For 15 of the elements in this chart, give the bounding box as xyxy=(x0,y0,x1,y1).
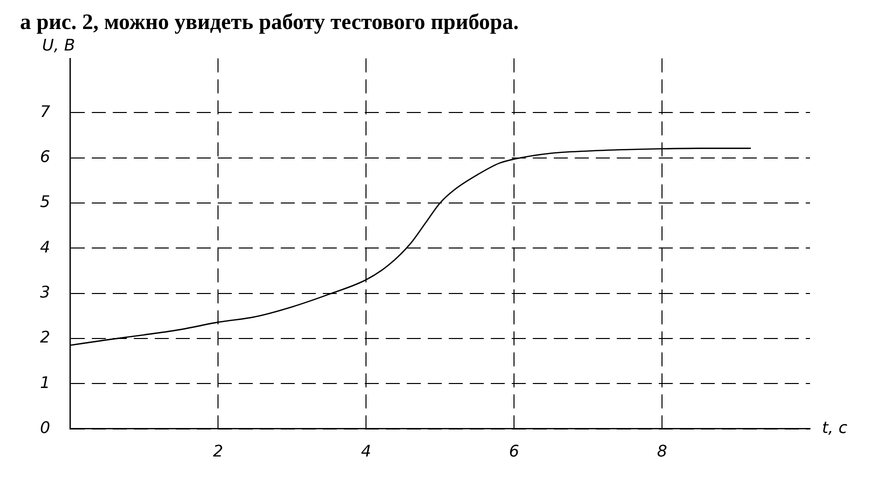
y-tick-label: 7 xyxy=(40,102,51,121)
y-tick-label: 5 xyxy=(40,192,50,212)
y-tick-label: 6 xyxy=(40,146,50,166)
x-axis-title: t, c xyxy=(822,418,848,437)
x-tick-label: 4 xyxy=(361,442,372,461)
y-tick-label: 2 xyxy=(40,328,50,347)
y-tick-label: 4 xyxy=(40,237,50,256)
x-tick-label: 6 xyxy=(508,442,520,461)
y-tick-label: 1 xyxy=(40,372,50,392)
chart-title: а рис. 2, можно увидеть работу тестового прибора. xyxy=(20,8,519,34)
y-tick-label: 3 xyxy=(40,282,50,302)
x-tick-label: 8 xyxy=(656,442,668,461)
y-axis-title: U, B xyxy=(42,36,76,55)
x-tick-label: 2 xyxy=(213,442,224,461)
y-tick-label: 0 xyxy=(40,418,50,437)
